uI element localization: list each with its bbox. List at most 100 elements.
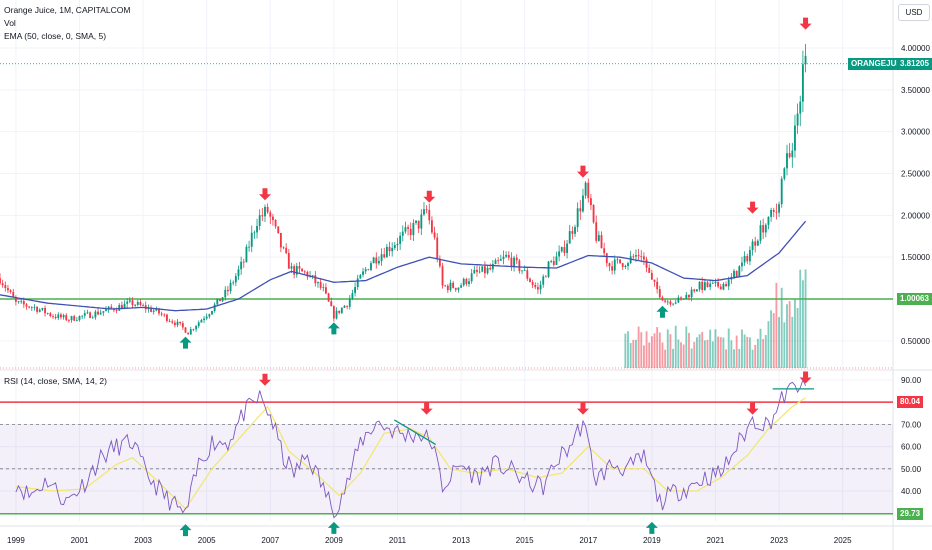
sell-arrow-icon xyxy=(799,371,812,384)
volume-bar xyxy=(796,307,799,368)
price-tick-label: 3.00000 xyxy=(901,128,930,137)
rsi-ma-line xyxy=(15,397,806,510)
rsi-legend[interactable]: RSI (14, close, SMA, 14, 2) xyxy=(4,376,107,386)
volume-bar xyxy=(733,349,735,368)
sell-arrow-icon xyxy=(258,188,271,201)
candle-body xyxy=(725,284,727,287)
candle-body xyxy=(727,279,730,287)
candle-body xyxy=(86,312,89,314)
volume-legend[interactable]: Vol xyxy=(4,18,16,28)
candle-body xyxy=(770,209,773,217)
volume-bar xyxy=(751,349,754,368)
support-price-tag: 1.00063 xyxy=(897,292,932,305)
candle-body xyxy=(653,279,656,282)
volume-bar xyxy=(680,342,682,368)
volume-bars xyxy=(624,269,807,368)
candle-body xyxy=(401,231,404,236)
candle-body xyxy=(115,310,118,311)
candle-body xyxy=(393,245,396,249)
candle-body xyxy=(282,247,285,249)
sell-arrow-icon xyxy=(423,190,436,203)
ema-legend[interactable]: EMA (50, close, 0, SMA, 5) xyxy=(4,31,107,41)
candle-body xyxy=(75,320,78,321)
candle-body xyxy=(502,256,505,260)
rsi-tick-label: 40.00 xyxy=(901,487,922,496)
candle-body xyxy=(362,271,364,275)
support-line-layer xyxy=(0,63,893,369)
candle-body xyxy=(685,294,688,300)
candle-body xyxy=(756,240,759,246)
candle-body xyxy=(711,283,714,284)
candle-body xyxy=(38,309,41,312)
candle-body xyxy=(184,327,187,333)
sell-arrow-icon xyxy=(746,402,759,415)
candle-body xyxy=(81,315,84,317)
candle-body xyxy=(743,255,746,263)
candle-body xyxy=(356,278,359,288)
candle-body xyxy=(513,257,515,268)
candle-body xyxy=(272,216,274,221)
volume-bar xyxy=(703,340,706,368)
rsi-line xyxy=(15,378,807,519)
candle-body xyxy=(388,246,391,252)
symbol-legend[interactable]: Orange Juice, 1M, CAPITALCOM xyxy=(4,5,131,15)
volume-bar xyxy=(685,326,688,368)
sell-arrow-icon xyxy=(576,402,589,415)
candle-body xyxy=(584,182,587,196)
candle-body xyxy=(409,228,412,236)
candle-body xyxy=(552,261,555,265)
currency-button[interactable]: USD xyxy=(898,4,930,21)
candle-body xyxy=(465,278,468,285)
time-axis[interactable]: 1999 2001 2003 2005 2007 2009 2011 2013 2015 2017… xyxy=(7,536,852,545)
candle-body xyxy=(343,305,346,308)
candle-body xyxy=(786,153,788,169)
candle-body xyxy=(759,225,762,241)
volume-bar xyxy=(701,331,704,368)
candle-body xyxy=(160,313,163,315)
candle-body xyxy=(319,282,322,288)
candle-body xyxy=(420,214,423,229)
time-tick-label: 2019 xyxy=(643,536,661,545)
candle-body xyxy=(261,215,264,217)
candle-body xyxy=(722,284,725,290)
volume-bar xyxy=(688,332,690,368)
candle-body xyxy=(36,306,39,312)
candle-body xyxy=(351,293,354,299)
rsi-tick-label: 60.00 xyxy=(901,443,922,452)
price-tick-label: 2.50000 xyxy=(901,170,930,179)
volume-bar xyxy=(725,349,727,368)
candle-body xyxy=(338,310,341,313)
volume-bar xyxy=(717,336,720,368)
candle-body xyxy=(701,281,704,291)
volume-bar xyxy=(786,304,788,368)
volume-bar xyxy=(746,336,749,368)
candle-body xyxy=(340,307,343,313)
volume-bar xyxy=(775,282,778,368)
sell-arrow-icon xyxy=(746,201,759,214)
candle-body xyxy=(483,266,486,274)
candle-body xyxy=(597,235,600,241)
candle-body xyxy=(168,320,171,322)
volume-bar xyxy=(650,336,653,368)
candle-body xyxy=(274,220,277,227)
candle-body xyxy=(452,282,455,288)
candle-body xyxy=(470,273,473,282)
candle-body xyxy=(476,269,478,272)
rsi-low-level-tag: 29.73 xyxy=(897,507,924,520)
sell-arrow-icon xyxy=(258,373,271,386)
candle-body xyxy=(796,113,799,126)
volume-bar xyxy=(706,339,709,368)
candle-body xyxy=(279,232,282,248)
candle-body xyxy=(89,312,92,318)
candle-body xyxy=(566,243,568,253)
candle-body xyxy=(65,315,68,321)
volume-bar xyxy=(783,322,786,368)
candle-body xyxy=(595,222,598,241)
candle-body xyxy=(33,306,36,308)
candle-body xyxy=(152,310,155,312)
volume-bar xyxy=(780,287,783,368)
candle-body xyxy=(213,304,216,312)
candle-body xyxy=(52,316,54,317)
